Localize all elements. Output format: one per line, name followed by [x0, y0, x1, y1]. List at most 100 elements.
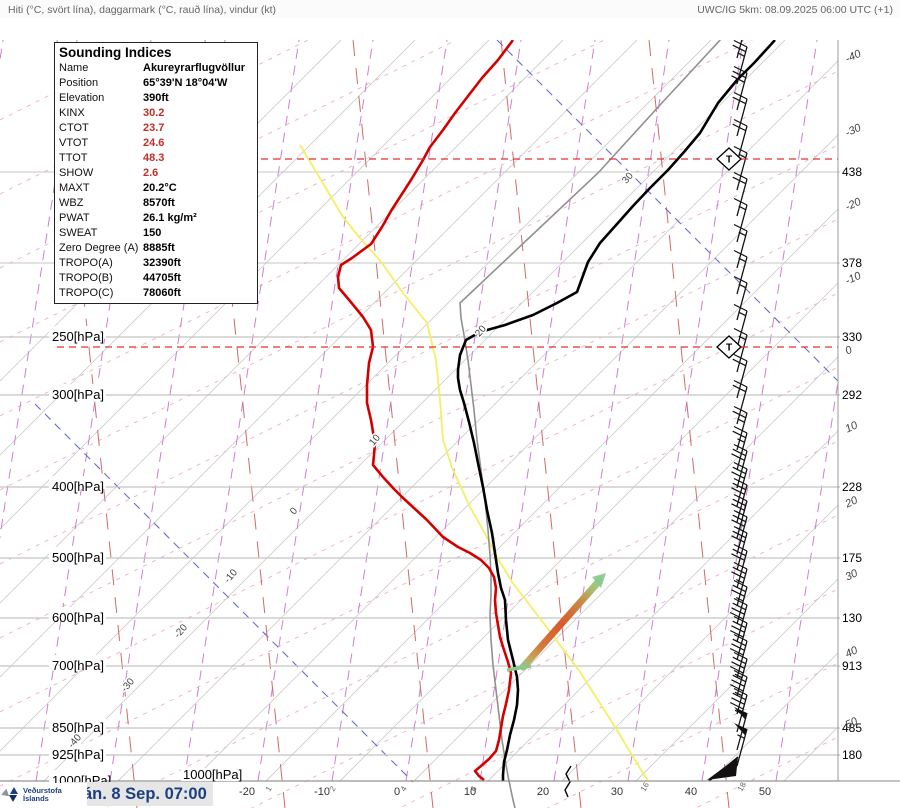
indices-row-value: 390ft	[143, 92, 169, 104]
svg-text:438: 438	[842, 165, 862, 179]
logo-line1: Veðurstofa	[23, 785, 62, 795]
indices-row: TROPO(B) 44705ft	[55, 271, 257, 286]
indices-row-value: 2.6	[143, 167, 159, 179]
indices-row-value: 26.1 kg/m²	[143, 212, 197, 224]
vedurstofa-logo-text: Veðurstofa Íslands	[23, 785, 62, 803]
indices-row: VTOT 24.6	[55, 136, 257, 151]
indices-row-label: SHOW	[59, 167, 94, 179]
indices-row-label: WBZ	[59, 197, 84, 209]
indices-row: KINX 30.2	[55, 106, 257, 121]
datetime-bar[interactable]: Mán. 8 Sep. 07:00	[63, 782, 213, 806]
svg-text:20: 20	[843, 494, 861, 511]
svg-text:0: 0	[843, 344, 854, 358]
svg-text:1000[hPa]: 1000[hPa]	[183, 767, 242, 782]
indices-row: TTOT 48.3	[55, 151, 257, 166]
indices-row-label: Elevation	[59, 92, 105, 104]
svg-text:485: 485	[842, 721, 862, 735]
indices-row: PWAT 26.1 kg/m²	[55, 211, 257, 226]
indices-row-value: 44705ft	[143, 272, 181, 284]
indices-row-value: 48.3	[143, 152, 165, 164]
svg-text:400[hPa]: 400[hPa]	[52, 479, 104, 494]
svg-text:600[hPa]: 600[hPa]	[52, 610, 104, 625]
logo-line2: Íslands	[23, 793, 49, 803]
svg-text:500[hPa]: 500[hPa]	[52, 550, 104, 565]
header-model-run-label: UWC/IG 5km: 08.09.2025 06:00 UTC (+1)	[697, 4, 893, 16]
svg-text:2: 2	[328, 784, 338, 793]
indices-row-value: 30.2	[143, 107, 165, 119]
svg-text:-10: -10	[314, 786, 330, 798]
indices-row-value: 8570ft	[143, 197, 175, 209]
indices-row: Zero Degree (A) 8885ft	[55, 241, 257, 256]
indices-row: SWEAT 150	[55, 226, 257, 241]
indices-row-value: 20.2°C	[143, 182, 177, 194]
vedurstofa-logo: Veðurstofa Íslands	[1, 783, 87, 806]
indices-row-value: 150	[143, 227, 162, 239]
svg-text:700[hPa]: 700[hPa]	[52, 658, 104, 673]
indices-row-label: Name	[59, 62, 89, 74]
indices-row-value: 24.6	[143, 137, 165, 149]
svg-text:1: 1	[264, 784, 274, 793]
svg-text:20: 20	[537, 786, 549, 798]
indices-row-label: Position	[59, 77, 99, 89]
header-legend-label: Hiti (°C, svört lína), daggarmark (°C, r…	[8, 4, 277, 16]
svg-text:T: T	[726, 155, 732, 166]
svg-text:175: 175	[842, 551, 862, 565]
indices-row-label: Zero Degree (A)	[59, 242, 139, 254]
svg-text:30: 30	[611, 786, 623, 798]
svg-text:50: 50	[843, 715, 860, 731]
datetime-label: Mán. 8 Sep. 07:00	[69, 785, 207, 803]
svg-text:130: 130	[842, 611, 862, 625]
indices-row-label: VTOT	[59, 137, 89, 149]
indices-row-label: TROPO(C)	[59, 287, 114, 299]
svg-text:10: 10	[843, 419, 860, 435]
svg-text:850[hPa]: 850[hPa]	[52, 720, 104, 735]
tropopause-marker	[716, 335, 742, 359]
vedurstofa-logo-icon	[1, 786, 20, 803]
svg-text:180: 180	[842, 748, 862, 762]
indices-row: Position 65°39'N 18°04'W	[55, 76, 257, 91]
chart-header: Hiti (°C, svört lína), daggarmark (°C, r…	[0, 0, 900, 18]
indices-row-value: Akureyrarflugvöllur	[143, 62, 246, 74]
profile-curves	[299, 40, 776, 808]
indices-row-value: 32390ft	[143, 257, 181, 269]
sounding-indices-panel: Sounding Indices Name Akureyrarflugvöllur…	[54, 42, 258, 304]
indices-row: WBZ 8570ft	[55, 196, 257, 211]
svg-text:0: 0	[394, 786, 400, 798]
svg-text:228: 228	[842, 480, 862, 494]
indices-row-label: MAXT	[59, 182, 90, 194]
indices-row-label: KINX	[59, 107, 85, 119]
indices-row-label: TTOT	[59, 152, 88, 164]
svg-text:292: 292	[842, 388, 862, 402]
svg-text:6: 6	[469, 784, 479, 793]
svg-text:10: 10	[464, 786, 476, 798]
indices-row-value: 65°39'N 18°04'W	[143, 77, 228, 89]
indices-row-label: SWEAT	[59, 227, 98, 239]
indices-row: CTOT 23.7	[55, 121, 257, 136]
svg-text:300[hPa]: 300[hPa]	[52, 387, 104, 402]
indices-row-value: 78060ft	[143, 287, 181, 299]
svg-text:330: 330	[842, 330, 862, 344]
indices-row: SHOW 2.6	[55, 166, 257, 181]
indices-row: MAXT 20.2°C	[55, 181, 257, 196]
indices-row: Elevation 390ft	[55, 91, 257, 106]
indices-row-value: 23.7	[143, 122, 165, 134]
svg-text:925[hPa]: 925[hPa]	[52, 747, 104, 762]
indices-row-label: PWAT	[59, 212, 90, 224]
indices-row-value: 8885ft	[143, 242, 175, 254]
tropopause-marker	[716, 147, 742, 171]
indices-row-label: TROPO(B)	[59, 272, 113, 284]
indices-row-label: TROPO(A)	[59, 257, 113, 269]
indices-rows: Name Akureyrarflugvöllur Position 65°39'N 1…	[55, 61, 257, 301]
svg-text:50: 50	[759, 786, 771, 798]
svg-text:-20: -20	[239, 786, 255, 798]
svg-text:4: 4	[399, 784, 409, 793]
svg-text:30: 30	[843, 567, 860, 583]
svg-text:378: 378	[842, 256, 862, 270]
svg-text:913: 913	[842, 659, 862, 673]
indices-row: TROPO(A) 32390ft	[55, 256, 257, 271]
svg-text:250[hPa]: 250[hPa]	[52, 329, 104, 344]
indices-row: TROPO(C) 78060ft	[55, 286, 257, 301]
svg-text:40: 40	[685, 786, 697, 798]
